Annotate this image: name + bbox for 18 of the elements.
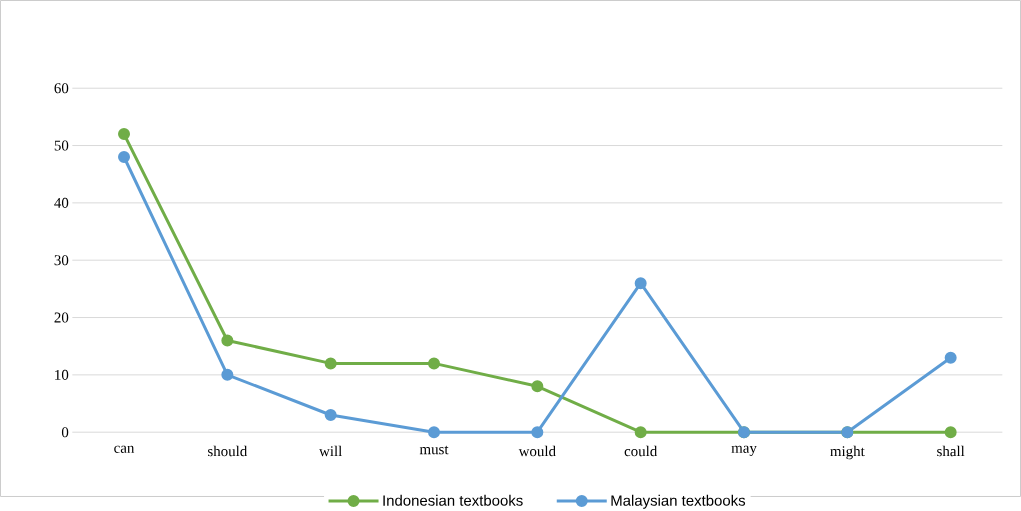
x-tick-label: would	[518, 445, 556, 457]
y-tick-label: 40	[54, 197, 69, 208]
y-tick-label: 50	[54, 140, 69, 151]
y-tick-label: 30	[54, 255, 69, 266]
y-tick-label: 10	[55, 369, 69, 380]
y-tick-label: 60	[54, 83, 69, 94]
x-tick-label: can	[114, 445, 135, 453]
legend-label: Indonesian textbooks	[383, 494, 523, 506]
x-tick-label: shall	[937, 445, 965, 457]
x-tick-label: should	[208, 445, 248, 457]
y-tick-label: 0	[61, 427, 69, 438]
x-tick-label: might	[830, 445, 865, 460]
legend-label: Malaysian textbooks	[611, 494, 746, 509]
x-tick-label: will	[319, 445, 342, 457]
x-tick-label: must	[419, 445, 449, 455]
x-tick-label: may	[731, 445, 757, 456]
x-tick-label: could	[624, 445, 658, 457]
y-tick-label: 20	[54, 312, 69, 323]
